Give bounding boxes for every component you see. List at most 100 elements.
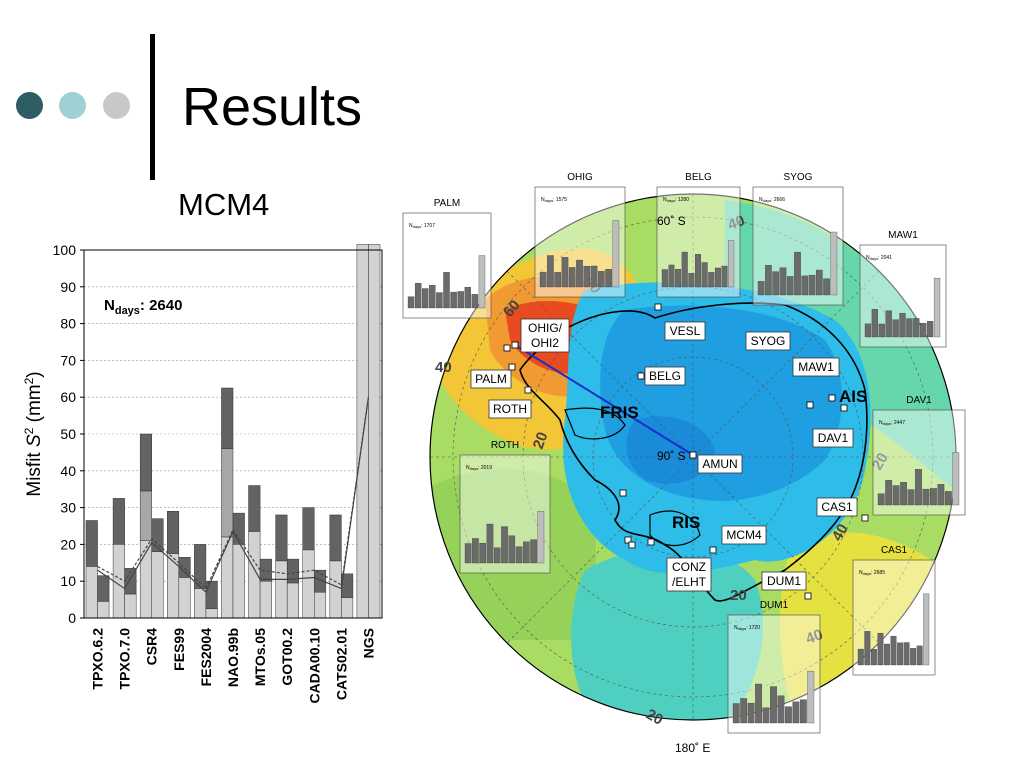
- inset-bar: [916, 645, 923, 666]
- inset-title: OHIG: [567, 172, 593, 183]
- slide-title: Results: [182, 77, 363, 137]
- inset-bar: [884, 643, 890, 666]
- inset-bar: [900, 482, 907, 506]
- inset-bar: [892, 319, 899, 338]
- inset-bar: [801, 275, 809, 296]
- inset-bar: [675, 269, 682, 288]
- station-label: PALM: [475, 372, 507, 386]
- station-label-box: [745, 331, 791, 351]
- inset-chart: MAW1 Ndays: 2041: [859, 230, 947, 348]
- inset-bar: [777, 695, 785, 724]
- inset-bar: [661, 269, 668, 288]
- inset-ndays: Ndays: 2041: [866, 255, 892, 261]
- station-marker: [503, 344, 511, 352]
- bar-lower: [151, 551, 164, 619]
- bar-lower: [275, 560, 288, 619]
- inset-bar: [561, 257, 569, 288]
- inset-bar: [605, 269, 612, 288]
- y-axis-label: Misfit S2 (mm2): [22, 371, 45, 496]
- station-label: OHIG/: [528, 321, 563, 335]
- inset-chart: CAS1 Ndays: 2685: [852, 545, 936, 676]
- lat-label-60s: 60˚ S: [657, 214, 686, 228]
- inset-bar: [755, 683, 762, 724]
- bar-lower: [329, 560, 342, 619]
- bullet-dot-light: [59, 92, 86, 119]
- inset-title: ROTH: [491, 440, 519, 451]
- station-label-box: [666, 557, 712, 592]
- inset-bar: [530, 539, 537, 564]
- inset-bar: [681, 251, 688, 288]
- bar-lower: [356, 244, 369, 619]
- station-label-box: [488, 399, 532, 419]
- bullet-dot-dark: [16, 92, 43, 119]
- inset-bar: [728, 240, 735, 288]
- station-label: DUM1: [767, 574, 801, 588]
- contour-label: 20: [730, 587, 747, 604]
- inset-bar: [930, 488, 937, 506]
- bar-upper: [302, 507, 315, 551]
- bar-lower: [341, 597, 354, 619]
- inset-bar: [590, 265, 598, 288]
- inset-ndays: Ndays: 2019: [466, 465, 492, 471]
- inset-bar: [878, 323, 885, 338]
- y-tick-label: 50: [60, 426, 76, 442]
- inset-title: DUM1: [760, 600, 789, 611]
- inset-bar: [762, 707, 770, 724]
- station-marker: [806, 401, 814, 409]
- station-markers: OHIG/OHI2 PALM ROTH VESL BELG SYOG MAW1 DAV1 AMU…: [470, 303, 869, 600]
- bar-lower: [259, 580, 272, 619]
- bar-lower: [194, 588, 207, 619]
- station-label-box: [761, 571, 807, 591]
- inset-bar: [937, 484, 945, 506]
- inset-bar: [612, 220, 620, 288]
- contour-label: 40: [804, 626, 825, 648]
- inset-bar: [792, 701, 800, 724]
- inset-chart: DUM1 Ndays: 1720: [727, 600, 821, 734]
- bar-upper: [205, 580, 218, 610]
- inset-bar: [933, 277, 941, 338]
- inset-title: MAW1: [888, 230, 918, 241]
- inset-bar: [450, 291, 457, 309]
- lon-label-180e: 180˚ E: [675, 741, 710, 755]
- x-tick-label: NAO.99b: [225, 628, 241, 687]
- region-label-fris: FRIS: [600, 403, 639, 422]
- inset-bar: [927, 321, 934, 338]
- region-label-ris: RIS: [672, 513, 700, 532]
- inset-bar: [757, 281, 765, 296]
- station-marker: [654, 303, 662, 311]
- bar-upper: [221, 387, 234, 449]
- inset-bar: [443, 272, 450, 309]
- inset-bar: [688, 273, 695, 288]
- inset-bar: [486, 523, 494, 564]
- inset-chart: DAV1 Ndays: 2447: [872, 395, 966, 516]
- inset-bar: [429, 285, 436, 309]
- x-tick-label: TPXO.6.2: [90, 628, 106, 690]
- inset-bar: [576, 259, 583, 288]
- contour-label: 20: [643, 706, 666, 729]
- station-label: VESL: [670, 324, 701, 338]
- bar-lower: [286, 582, 299, 619]
- inset-bar: [457, 291, 464, 309]
- inset-ndays: Ndays: 1720: [734, 625, 760, 631]
- inset-bar: [508, 535, 516, 564]
- inset-title: CAS1: [881, 545, 908, 556]
- bar-upper: [139, 433, 152, 492]
- inset-bar: [877, 493, 885, 506]
- bar-upper: [97, 575, 110, 602]
- bar-upper: [85, 520, 98, 567]
- inset-bar: [747, 702, 755, 724]
- y-tick-label: 90: [60, 279, 76, 295]
- station-marker: [637, 372, 645, 380]
- station-marker: [624, 536, 632, 544]
- station-label: ROTH: [493, 402, 527, 416]
- bar-middle: [221, 448, 234, 538]
- inset-bar: [708, 272, 715, 288]
- inset-bar: [823, 278, 830, 296]
- bar-upper: [329, 514, 342, 562]
- inset-bar: [864, 323, 872, 338]
- inset-bar: [808, 274, 816, 296]
- station-label: BELG: [649, 369, 681, 383]
- inset-bar: [515, 546, 523, 564]
- bar-middle: [139, 490, 152, 541]
- inset-bar: [786, 276, 794, 296]
